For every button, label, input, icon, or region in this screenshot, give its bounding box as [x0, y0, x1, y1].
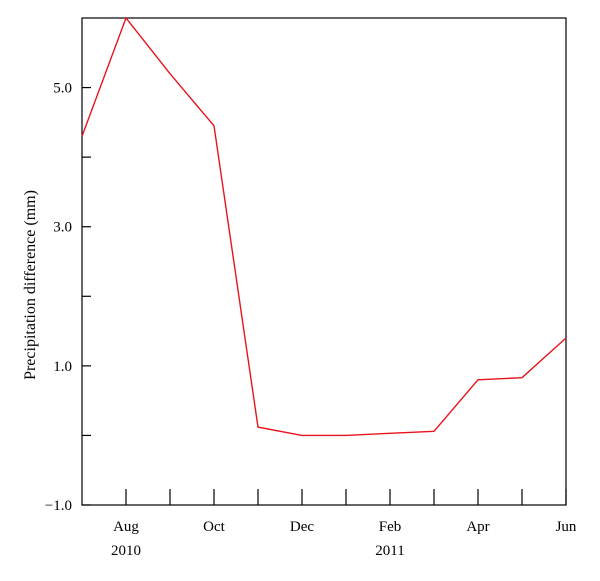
plot-frame — [81, 17, 567, 506]
x-year-label: 2011 — [375, 543, 404, 559]
x-tick-label: Feb — [379, 519, 402, 535]
x-tick-label: Aug — [113, 519, 139, 535]
series-line — [81, 16, 567, 437]
y-axis: −1.0 1.0 3.0 5.0 — [45, 81, 91, 514]
y-tick-label: 5.0 — [53, 81, 72, 97]
y-tick-label: 3.0 — [53, 220, 72, 236]
y-tick-label: −1.0 — [45, 498, 72, 514]
x-axis: Aug Oct Dec Feb Apr Jun 2010 2011 — [111, 489, 577, 559]
x-year-label: 2010 — [111, 543, 141, 559]
series-layer — [81, 16, 567, 437]
x-tick-label: Oct — [203, 519, 225, 535]
x-tick-label: Apr — [466, 519, 489, 535]
y-axis-title: Precipitation difference (mm) — [22, 190, 39, 380]
y-tick-label: 1.0 — [53, 359, 72, 375]
x-tick-label: Jun — [556, 519, 577, 535]
plot-border — [81, 17, 567, 506]
x-tick-label: Dec — [290, 519, 314, 535]
